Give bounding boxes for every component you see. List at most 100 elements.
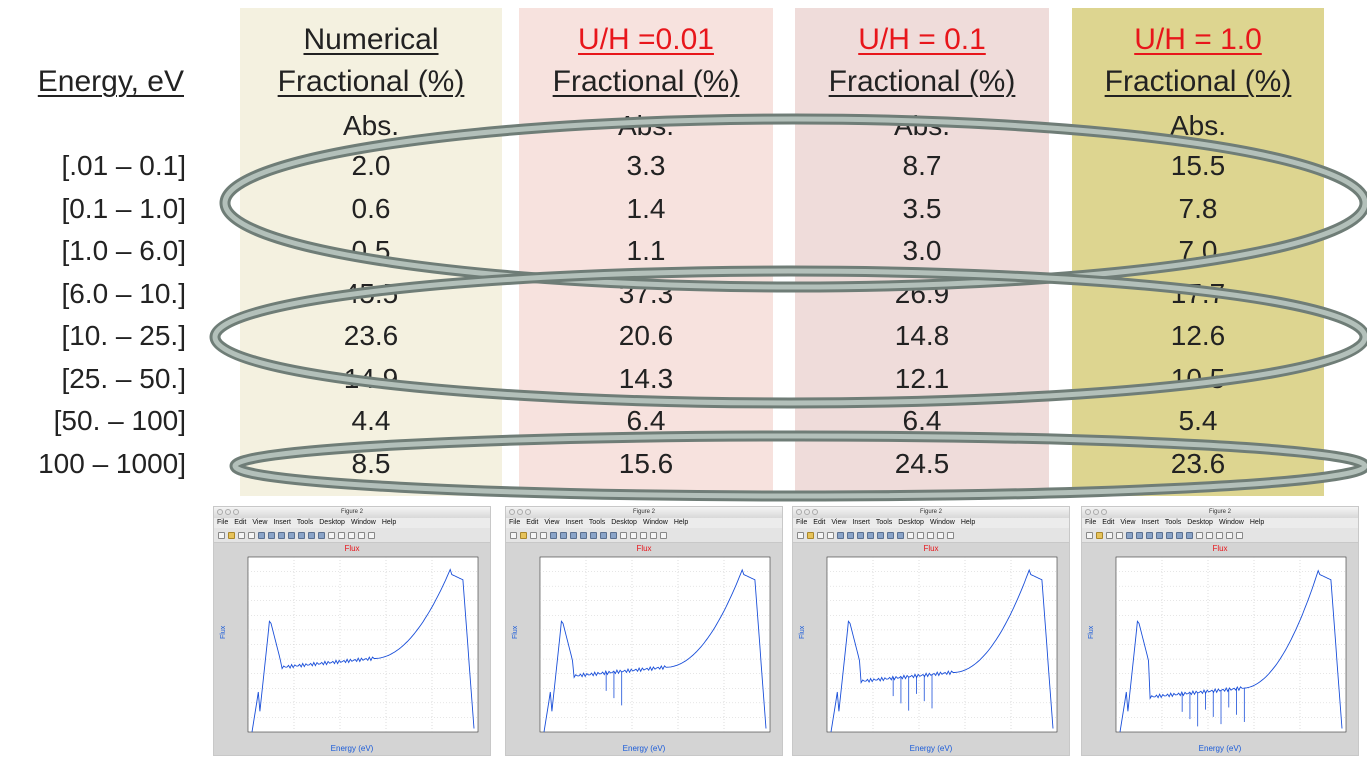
window-titlebar[interactable]: Figure 2: [1082, 507, 1358, 518]
toolbar-tool-icon[interactable]: [570, 531, 577, 539]
menu-item[interactable]: File: [796, 519, 808, 526]
menu-item[interactable]: Window: [929, 519, 955, 526]
menu-item[interactable]: Help: [381, 519, 397, 526]
close-window-icon[interactable]: [1085, 509, 1091, 515]
menu-item[interactable]: View: [544, 519, 560, 526]
toolbar-tool-icon[interactable]: [540, 531, 547, 539]
menu-item[interactable]: Help: [673, 519, 689, 526]
menu-item[interactable]: Edit: [813, 519, 826, 526]
toolbar-tool-icon[interactable]: [1156, 531, 1163, 539]
window-titlebar[interactable]: Figure 2: [214, 507, 490, 518]
window-titlebar[interactable]: Figure 2: [793, 507, 1069, 518]
toolbar-tool-icon[interactable]: [887, 531, 894, 539]
menu-item[interactable]: Insert: [273, 519, 291, 526]
toolbar-tool-icon[interactable]: [228, 531, 235, 539]
figure-window[interactable]: Figure 2 File Edit View Insert Tools Desktop Wi…: [213, 506, 491, 756]
toolbar-tool-icon[interactable]: [937, 531, 944, 539]
menu-item[interactable]: Insert: [852, 519, 870, 526]
menu-item[interactable]: Window: [350, 519, 376, 526]
toolbar-tool-icon[interactable]: [1226, 531, 1233, 539]
toolbar-tool-icon[interactable]: [510, 531, 517, 539]
toolbar-tool-icon[interactable]: [550, 531, 557, 539]
menu-item[interactable]: Tools: [875, 519, 893, 526]
toolbar-tool-icon[interactable]: [238, 531, 245, 539]
toolbar-tool-icon[interactable]: [368, 531, 375, 539]
toolbar-tool-icon[interactable]: [660, 531, 667, 539]
menu-item[interactable]: Desktop: [611, 519, 637, 526]
toolbar-tool-icon[interactable]: [278, 531, 285, 539]
menu-item[interactable]: Edit: [234, 519, 247, 526]
menu-item[interactable]: Tools: [296, 519, 314, 526]
toolbar-tool-icon[interactable]: [1176, 531, 1183, 539]
menu-item[interactable]: Desktop: [898, 519, 924, 526]
toolbar-tool-icon[interactable]: [1196, 531, 1203, 539]
toolbar-tool-icon[interactable]: [797, 531, 804, 539]
toolbar-tool-icon[interactable]: [580, 531, 587, 539]
toolbar-tool-icon[interactable]: [1126, 531, 1133, 539]
minimize-window-icon[interactable]: [225, 509, 231, 515]
menu-item[interactable]: Insert: [1141, 519, 1159, 526]
toolbar-tool-icon[interactable]: [650, 531, 657, 539]
menu-item[interactable]: Help: [960, 519, 976, 526]
toolbar-tool-icon[interactable]: [877, 531, 884, 539]
toolbar-tool-icon[interactable]: [630, 531, 637, 539]
toolbar-tool-icon[interactable]: [847, 531, 854, 539]
menu-item[interactable]: Help: [1249, 519, 1265, 526]
toolbar-tool-icon[interactable]: [318, 531, 325, 539]
toolbar-tool-icon[interactable]: [218, 531, 225, 539]
menu-item[interactable]: Window: [1218, 519, 1244, 526]
toolbar-tool-icon[interactable]: [288, 531, 295, 539]
toolbar-tool-icon[interactable]: [610, 531, 617, 539]
zoom-window-icon[interactable]: [1101, 509, 1107, 515]
zoom-window-icon[interactable]: [233, 509, 239, 515]
toolbar-tool-icon[interactable]: [1186, 531, 1193, 539]
toolbar-tool-icon[interactable]: [897, 531, 904, 539]
toolbar-tool-icon[interactable]: [338, 531, 345, 539]
toolbar-tool-icon[interactable]: [927, 531, 934, 539]
figure-window[interactable]: Figure 2 File Edit View Insert Tools Desktop Wi…: [792, 506, 1070, 756]
toolbar-tool-icon[interactable]: [560, 531, 567, 539]
minimize-window-icon[interactable]: [804, 509, 810, 515]
toolbar-tool-icon[interactable]: [1106, 531, 1113, 539]
menu-item[interactable]: Edit: [1102, 519, 1115, 526]
zoom-window-icon[interactable]: [525, 509, 531, 515]
zoom-window-icon[interactable]: [812, 509, 818, 515]
toolbar-tool-icon[interactable]: [807, 531, 814, 539]
toolbar-tool-icon[interactable]: [827, 531, 834, 539]
toolbar-tool-icon[interactable]: [600, 531, 607, 539]
toolbar-tool-icon[interactable]: [1096, 531, 1103, 539]
toolbar-tool-icon[interactable]: [947, 531, 954, 539]
toolbar-tool-icon[interactable]: [1236, 531, 1243, 539]
toolbar-tool-icon[interactable]: [308, 531, 315, 539]
toolbar-tool-icon[interactable]: [1166, 531, 1173, 539]
toolbar-tool-icon[interactable]: [857, 531, 864, 539]
toolbar-tool-icon[interactable]: [258, 531, 265, 539]
menu-item[interactable]: View: [1120, 519, 1136, 526]
toolbar-tool-icon[interactable]: [268, 531, 275, 539]
menu-item[interactable]: Edit: [526, 519, 539, 526]
toolbar-tool-icon[interactable]: [837, 531, 844, 539]
toolbar-tool-icon[interactable]: [1146, 531, 1153, 539]
toolbar-tool-icon[interactable]: [248, 531, 255, 539]
menu-item[interactable]: Tools: [588, 519, 606, 526]
toolbar-tool-icon[interactable]: [1116, 531, 1123, 539]
toolbar-tool-icon[interactable]: [298, 531, 305, 539]
menu-item[interactable]: Window: [642, 519, 668, 526]
menu-item[interactable]: File: [217, 519, 229, 526]
toolbar-tool-icon[interactable]: [1086, 531, 1093, 539]
toolbar-tool-icon[interactable]: [817, 531, 824, 539]
toolbar-tool-icon[interactable]: [590, 531, 597, 539]
minimize-window-icon[interactable]: [517, 509, 523, 515]
window-titlebar[interactable]: Figure 2: [506, 507, 782, 518]
menu-item[interactable]: View: [831, 519, 847, 526]
toolbar-tool-icon[interactable]: [917, 531, 924, 539]
toolbar-tool-icon[interactable]: [1216, 531, 1223, 539]
toolbar-tool-icon[interactable]: [620, 531, 627, 539]
close-window-icon[interactable]: [217, 509, 223, 515]
toolbar-tool-icon[interactable]: [348, 531, 355, 539]
menu-item[interactable]: Tools: [1164, 519, 1182, 526]
menu-item[interactable]: Desktop: [319, 519, 345, 526]
toolbar-tool-icon[interactable]: [530, 531, 537, 539]
menu-item[interactable]: File: [1085, 519, 1097, 526]
toolbar-tool-icon[interactable]: [867, 531, 874, 539]
